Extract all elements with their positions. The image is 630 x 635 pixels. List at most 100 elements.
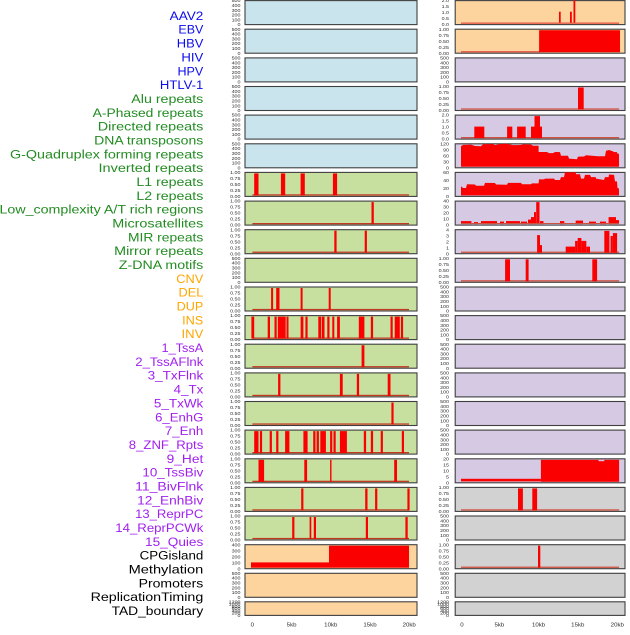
svg-text:8_ZNF_Rpts: 8_ZNF_Rpts bbox=[129, 438, 204, 452]
svg-text:ReplicationTiming: ReplicationTiming bbox=[91, 590, 204, 604]
svg-text:2_TssAFlnk: 2_TssAFlnk bbox=[135, 355, 204, 369]
svg-text:0.50: 0.50 bbox=[230, 354, 241, 359]
svg-text:Z-DNA motifs: Z-DNA motifs bbox=[119, 258, 204, 272]
svg-text:0.50: 0.50 bbox=[230, 440, 241, 445]
svg-text:100: 100 bbox=[440, 361, 449, 366]
svg-text:200: 200 bbox=[440, 385, 449, 390]
svg-text:500: 500 bbox=[440, 399, 449, 404]
svg-text:0.25: 0.25 bbox=[230, 446, 241, 451]
svg-text:0: 0 bbox=[446, 395, 450, 400]
svg-text:10_TssBiv: 10_TssBiv bbox=[142, 466, 204, 480]
svg-text:0.75: 0.75 bbox=[439, 33, 450, 38]
svg-text:9_Het: 9_Het bbox=[167, 452, 204, 466]
svg-text:120: 120 bbox=[440, 141, 449, 146]
svg-text:300: 300 bbox=[440, 523, 449, 528]
svg-text:5kb: 5kb bbox=[287, 623, 297, 629]
svg-text:HPV: HPV bbox=[178, 64, 205, 78]
svg-text:G-Quadruplex forming repeats: G-Quadruplex forming repeats bbox=[10, 147, 203, 161]
svg-text:Inverted repeats: Inverted repeats bbox=[99, 161, 204, 175]
svg-text:100: 100 bbox=[232, 161, 241, 166]
svg-text:100: 100 bbox=[232, 590, 241, 595]
svg-text:400: 400 bbox=[232, 146, 241, 151]
svg-text:0.25: 0.25 bbox=[439, 45, 450, 50]
svg-text:1.00: 1.00 bbox=[439, 485, 450, 490]
svg-text:10: 10 bbox=[443, 217, 449, 222]
svg-text:15kb: 15kb bbox=[571, 623, 584, 629]
svg-text:400: 400 bbox=[232, 609, 241, 614]
svg-text:1: 1 bbox=[446, 245, 450, 250]
svg-text:0.00: 0.00 bbox=[230, 480, 241, 485]
svg-text:A-Phased repeats: A-Phased repeats bbox=[93, 106, 204, 120]
svg-text:0.50: 0.50 bbox=[439, 39, 450, 44]
svg-text:100: 100 bbox=[232, 17, 241, 22]
svg-text:0.00: 0.00 bbox=[230, 194, 241, 199]
svg-text:0.75: 0.75 bbox=[230, 233, 241, 238]
svg-text:7_Enh: 7_Enh bbox=[165, 424, 204, 438]
svg-text:0.50: 0.50 bbox=[230, 497, 241, 502]
svg-text:400: 400 bbox=[440, 609, 449, 614]
svg-text:1.0: 1.0 bbox=[442, 10, 450, 15]
svg-text:100: 100 bbox=[440, 418, 449, 423]
svg-text:0: 0 bbox=[238, 137, 242, 142]
svg-text:0.50: 0.50 bbox=[230, 383, 241, 388]
svg-text:300: 300 bbox=[232, 266, 241, 271]
svg-text:100: 100 bbox=[232, 46, 241, 51]
svg-text:0.00: 0.00 bbox=[230, 395, 241, 400]
svg-text:500: 500 bbox=[232, 113, 241, 118]
svg-text:100: 100 bbox=[232, 103, 241, 108]
svg-text:0.75: 0.75 bbox=[439, 90, 450, 95]
svg-text:2: 2 bbox=[446, 239, 450, 244]
svg-text:1.00: 1.00 bbox=[439, 84, 450, 89]
svg-text:0.00: 0.00 bbox=[230, 223, 241, 228]
svg-text:100: 100 bbox=[440, 332, 449, 337]
svg-text:100: 100 bbox=[440, 533, 449, 538]
svg-text:200: 200 bbox=[232, 70, 241, 75]
svg-text:40: 40 bbox=[443, 199, 449, 204]
svg-text:0.0: 0.0 bbox=[442, 137, 450, 142]
svg-text:500: 500 bbox=[440, 428, 449, 433]
svg-text:500: 500 bbox=[440, 371, 449, 376]
svg-text:0: 0 bbox=[460, 623, 463, 629]
svg-text:400: 400 bbox=[440, 576, 449, 581]
svg-text:14_ReprPCWk: 14_ReprPCWk bbox=[115, 521, 204, 535]
svg-text:10: 10 bbox=[443, 468, 449, 473]
svg-text:Microsatellites: Microsatellites bbox=[112, 217, 203, 231]
svg-text:0.25: 0.25 bbox=[230, 360, 241, 365]
svg-text:200: 200 bbox=[440, 70, 449, 75]
svg-text:0: 0 bbox=[238, 566, 242, 571]
svg-text:0.25: 0.25 bbox=[230, 245, 241, 250]
svg-text:0.75: 0.75 bbox=[230, 491, 241, 496]
svg-text:500: 500 bbox=[232, 571, 241, 576]
svg-text:200: 200 bbox=[232, 554, 241, 559]
svg-text:HIV: HIV bbox=[181, 50, 204, 64]
svg-text:0: 0 bbox=[446, 595, 450, 600]
svg-text:400: 400 bbox=[440, 404, 449, 409]
svg-text:10kb: 10kb bbox=[324, 623, 337, 629]
svg-text:0.25: 0.25 bbox=[230, 503, 241, 508]
svg-text:200: 200 bbox=[232, 585, 241, 590]
svg-text:400: 400 bbox=[440, 518, 449, 523]
svg-text:1.00: 1.00 bbox=[230, 485, 241, 490]
svg-text:0.00: 0.00 bbox=[230, 251, 241, 256]
svg-text:0: 0 bbox=[446, 366, 450, 371]
svg-text:0.75: 0.75 bbox=[230, 348, 241, 353]
svg-text:200: 200 bbox=[440, 611, 449, 616]
svg-text:0.75: 0.75 bbox=[230, 319, 241, 324]
svg-text:HBV: HBV bbox=[177, 37, 204, 51]
svg-text:1.00: 1.00 bbox=[230, 227, 241, 232]
svg-text:400: 400 bbox=[440, 60, 449, 65]
svg-text:400: 400 bbox=[440, 347, 449, 352]
svg-text:500: 500 bbox=[440, 571, 449, 576]
svg-text:0.50: 0.50 bbox=[230, 239, 241, 244]
svg-text:200: 200 bbox=[440, 414, 449, 419]
svg-text:300: 300 bbox=[440, 294, 449, 299]
svg-text:300: 300 bbox=[232, 36, 241, 41]
svg-text:300: 300 bbox=[440, 351, 449, 356]
svg-text:400: 400 bbox=[440, 289, 449, 294]
svg-text:1200: 1200 bbox=[229, 599, 241, 604]
svg-text:1.00: 1.00 bbox=[230, 399, 241, 404]
svg-text:0.00: 0.00 bbox=[230, 423, 241, 428]
svg-text:0: 0 bbox=[446, 80, 450, 85]
svg-text:300: 300 bbox=[232, 581, 241, 586]
svg-text:3: 3 bbox=[446, 233, 450, 238]
